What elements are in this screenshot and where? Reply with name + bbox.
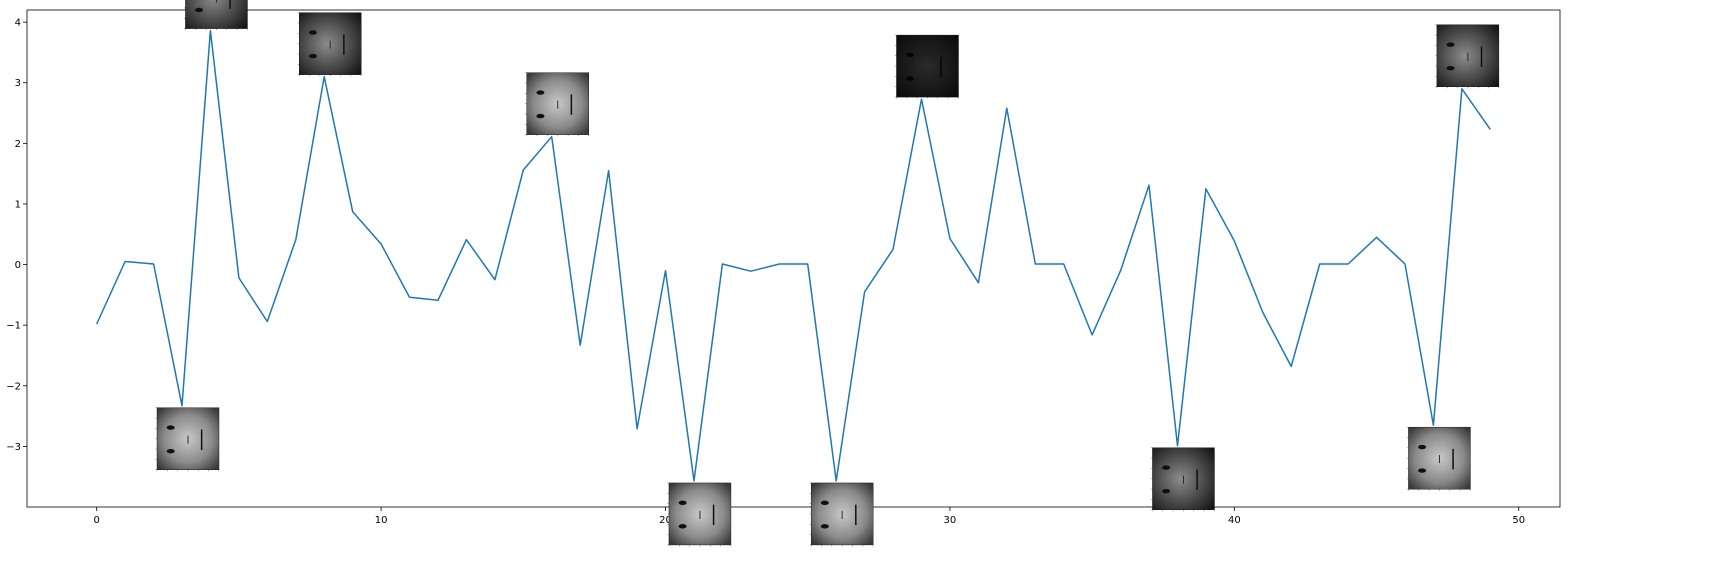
face-eye <box>195 7 204 13</box>
y-tick-label: −3 <box>6 442 21 453</box>
face-eye <box>308 53 317 59</box>
face-eye <box>1446 42 1455 47</box>
y-tick-label: 3 <box>15 78 21 89</box>
face-thumb-1 <box>183 0 248 31</box>
face-thumb-3 <box>525 72 589 137</box>
y-tick-label: 2 <box>15 139 21 150</box>
face-eye <box>678 500 687 505</box>
face-image <box>185 0 248 29</box>
face-eye <box>166 425 175 430</box>
face-thumb-10 <box>1406 426 1471 491</box>
plot-frame <box>26 9 1561 508</box>
face-eye <box>906 52 915 58</box>
face-thumbnails <box>155 0 1500 547</box>
axes-frame <box>26 9 1561 508</box>
y-tick-label: 4 <box>15 18 21 29</box>
face-eye <box>1162 465 1171 470</box>
face-thumb-8 <box>809 482 874 547</box>
face-eye <box>1418 468 1427 473</box>
face-eye <box>536 90 545 95</box>
y-tick-label: −2 <box>6 381 21 392</box>
face-eye <box>536 113 545 119</box>
face-eye <box>1446 65 1455 71</box>
face-thumb-6 <box>155 407 220 472</box>
face-eye <box>678 524 687 529</box>
x-tick-label: 30 <box>944 515 957 526</box>
series-line-path <box>96 29 1491 482</box>
series-line <box>96 29 1491 482</box>
y-tick-label: 0 <box>15 260 21 271</box>
face-eye <box>820 500 829 505</box>
x-tick-label: 20 <box>659 515 672 526</box>
face-thumb-9 <box>1150 447 1215 512</box>
face-thumb-5 <box>1435 24 1500 89</box>
x-tick-label: 0 <box>93 515 99 526</box>
x-tick-label: 40 <box>1228 515 1241 526</box>
face-eye <box>1162 488 1171 494</box>
face-eye <box>166 448 175 454</box>
face-eye <box>1418 444 1427 450</box>
x-tick-label: 10 <box>375 515 388 526</box>
x-tick-label: 50 <box>1512 515 1525 526</box>
face-thumb-4 <box>894 34 959 99</box>
y-tick-label: 1 <box>15 199 21 210</box>
y-tick-label: −1 <box>6 321 21 332</box>
face-eye <box>906 76 915 81</box>
face-thumb-7 <box>667 482 732 547</box>
face-eye <box>820 524 829 529</box>
face-eye <box>308 30 317 35</box>
face-thumb-2 <box>297 12 362 77</box>
